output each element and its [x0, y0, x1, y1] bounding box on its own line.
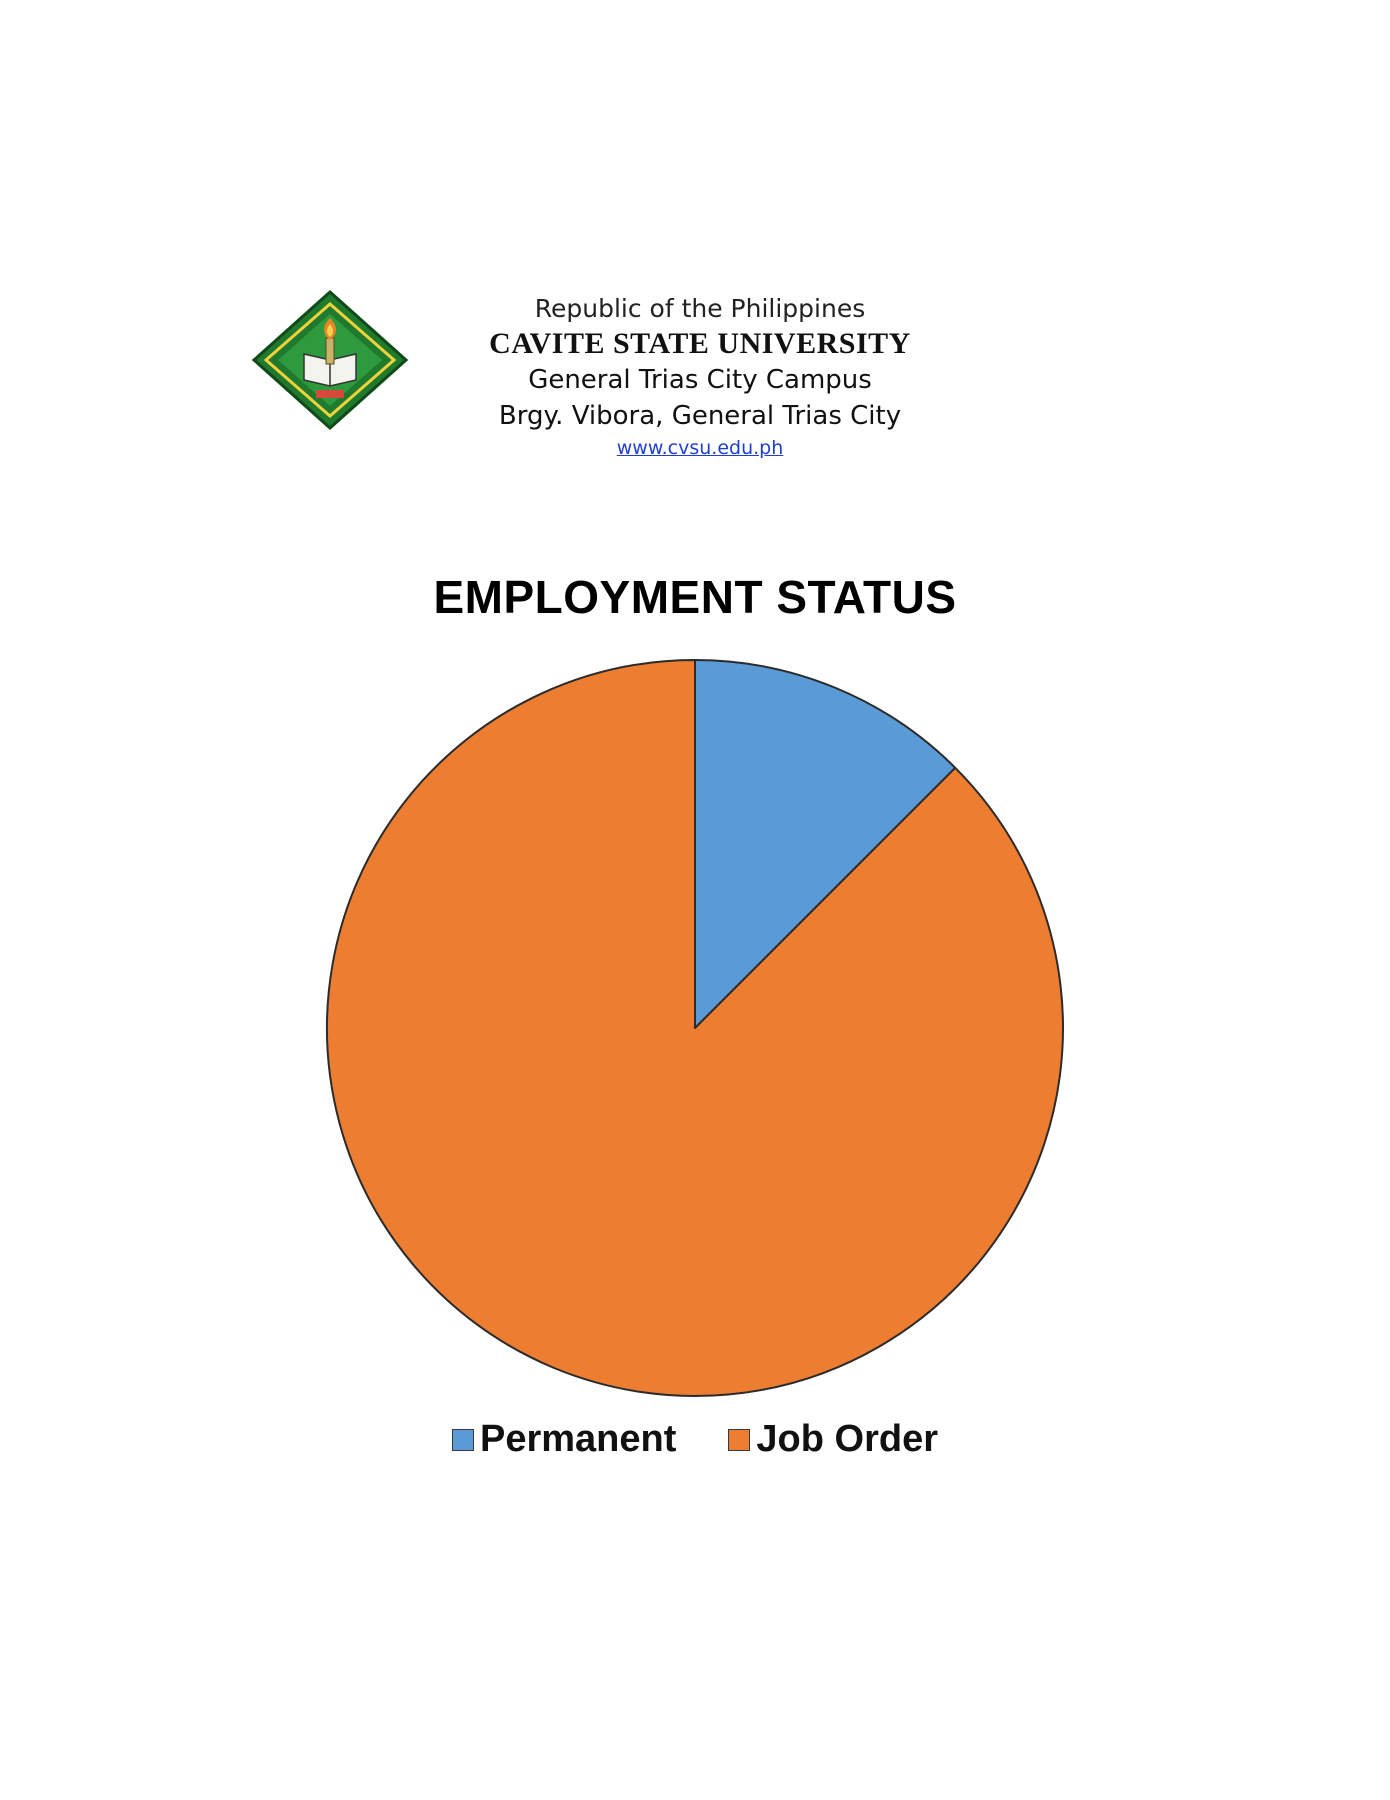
website-link[interactable]: www.cvsu.edu.ph [616, 437, 784, 459]
chart-legend: Permanent Job Order [0, 1418, 1390, 1461]
pie-slice-permanent [694, 659, 957, 1029]
pie-chart [326, 659, 1064, 1397]
legend-swatch-job-order [728, 1428, 751, 1451]
legend-label-permanent: Permanent [479, 1418, 677, 1460]
campus-address: Brgy. Vibora, General Trias City [498, 401, 902, 431]
cvsu-seal-icon [251, 290, 409, 430]
campus-name: General Trias City Campus [528, 365, 872, 395]
legend-swatch-permanent [451, 1428, 474, 1451]
university-name: CAVITE STATE UNIVERSITY [489, 327, 911, 360]
chart-title: EMPLOYMENT STATUS [433, 571, 957, 623]
legend-item-permanent: Permanent [451, 1418, 677, 1461]
legend-item-job-order: Job Order [728, 1418, 938, 1461]
republic-line: Republic of the Philippines [534, 294, 866, 323]
pie-slice-job-order [326, 659, 1064, 1397]
letterhead: Republic of the Philippines CAVITE STATE… [440, 292, 960, 462]
legend-label-job-order: Job Order [756, 1418, 938, 1460]
